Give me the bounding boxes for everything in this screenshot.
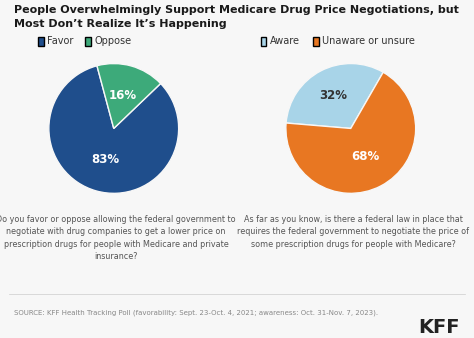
Text: Aware: Aware (270, 36, 300, 46)
Text: SOURCE: KFF Health Tracking Poll (favorability: Sept. 23-Oct. 4, 2021; awareness: SOURCE: KFF Health Tracking Poll (favora… (14, 309, 378, 316)
Text: Do you favor or oppose allowing the federal government to
negotiate with drug co: Do you favor or oppose allowing the fede… (0, 215, 236, 261)
Wedge shape (286, 72, 416, 193)
Text: 32%: 32% (319, 89, 347, 102)
Wedge shape (97, 64, 161, 128)
Text: Unaware or unsure: Unaware or unsure (322, 36, 415, 46)
Wedge shape (286, 64, 383, 128)
Text: 83%: 83% (91, 153, 119, 166)
Text: People Overwhelmingly Support Medicare Drug Price Negotiations, but: People Overwhelmingly Support Medicare D… (14, 5, 459, 15)
Text: Favor: Favor (47, 36, 74, 46)
Text: 16%: 16% (109, 90, 137, 102)
Text: 68%: 68% (351, 149, 379, 163)
Text: KFF: KFF (418, 318, 460, 337)
Text: Oppose: Oppose (95, 36, 132, 46)
Wedge shape (49, 66, 179, 193)
Text: Most Don’t Realize It’s Happening: Most Don’t Realize It’s Happening (14, 19, 227, 29)
Text: As far as you know, is there a federal law in place that
requires the federal go: As far as you know, is there a federal l… (237, 215, 469, 249)
